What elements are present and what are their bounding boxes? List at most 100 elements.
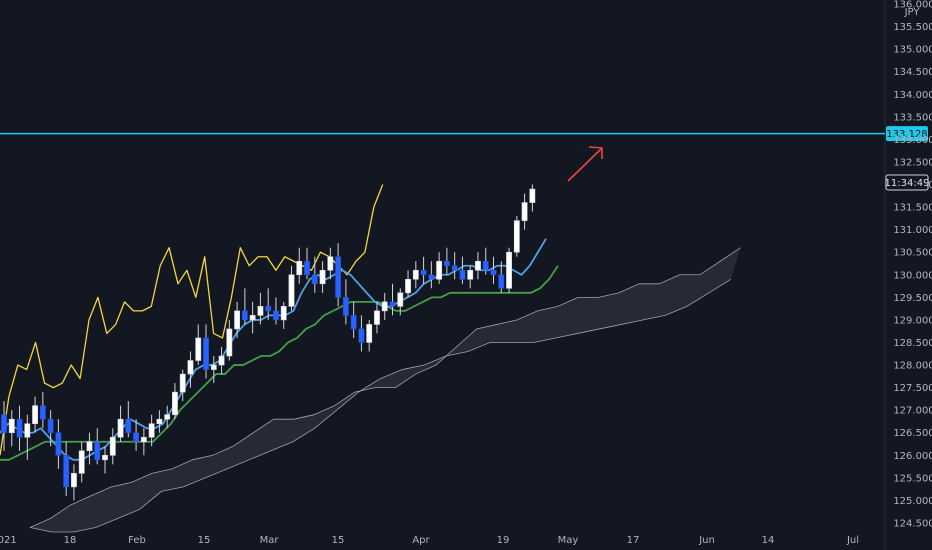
time-tick-label: Jun	[698, 535, 715, 546]
time-tick-label: 2021	[0, 535, 17, 546]
time-axis[interactable]: 2021 18 Feb 15 Mar 15 Apr 19 May 17 Jun 14 Jul	[0, 535, 859, 546]
price-axis[interactable]: 136.000 135.500 135.000 134.500 134.000 133.5…	[893, 0, 932, 530]
candle	[8, 410, 15, 447]
candle	[249, 301, 256, 334]
candle	[296, 247, 303, 284]
price-tick-label: 128.500	[893, 338, 932, 349]
candle-body	[443, 260, 450, 267]
candle-body	[358, 328, 365, 343]
candle	[24, 414, 31, 460]
countdown-badge: 11:34:49	[885, 174, 930, 191]
candle-body	[389, 301, 396, 307]
candle-body	[428, 274, 435, 280]
time-tick-label: Jul	[846, 535, 859, 546]
candle-body	[506, 251, 512, 289]
horizontal-line-label: 133.128	[886, 129, 927, 140]
candle	[335, 243, 342, 307]
countdown-box	[885, 174, 929, 191]
cloud-fill	[30, 247, 741, 533]
candle-body	[420, 269, 427, 276]
candle	[102, 446, 108, 474]
candle-body	[47, 418, 54, 434]
candle-body	[529, 188, 536, 203]
price-tick-label: 135.000	[893, 45, 932, 56]
time-tick-label: 15	[198, 535, 211, 546]
candle	[327, 247, 334, 280]
candle-body	[335, 256, 342, 298]
candle	[459, 256, 466, 284]
price-tick-label: 128.000	[893, 361, 932, 372]
candle-body	[241, 310, 248, 321]
horizontal-line-badge	[886, 126, 928, 142]
time-tick-label: 14	[762, 535, 775, 546]
candle-body	[1, 414, 7, 434]
candle-body	[109, 436, 116, 456]
price-tick-label: 124.500	[893, 519, 932, 530]
trend-arrow[interactable]	[567, 146, 603, 182]
time-tick-label: 19	[497, 535, 510, 546]
candle	[490, 256, 497, 284]
candle-body	[498, 274, 505, 289]
candle	[117, 405, 124, 442]
candle	[140, 428, 147, 456]
candle	[78, 441, 85, 483]
price-tick-label: 127.500	[893, 383, 932, 394]
candle	[195, 324, 202, 366]
candle-body	[164, 414, 171, 420]
candle-body	[280, 306, 287, 321]
candle	[218, 346, 225, 375]
candle	[498, 261, 505, 293]
currency-badge: JPY	[904, 7, 921, 18]
candle	[304, 247, 310, 280]
price-tick-label: 127.000	[893, 406, 932, 417]
candle-body	[172, 391, 178, 415]
candle	[319, 261, 326, 293]
candle	[311, 256, 318, 293]
candle	[397, 288, 404, 316]
candle	[374, 301, 380, 334]
price-tick-label: 126.500	[893, 428, 932, 439]
time-tick-label: Mar	[260, 535, 280, 546]
candle-body	[133, 432, 139, 443]
candle	[148, 414, 155, 447]
candle-body	[475, 260, 481, 271]
price-tick-label: 129.000	[893, 315, 932, 326]
price-tick-label: 125.500	[893, 473, 932, 484]
countdown-text: 11:34:49	[885, 178, 930, 189]
candle	[451, 252, 458, 280]
candle	[389, 283, 396, 316]
candle	[125, 401, 132, 438]
candle-body	[412, 269, 419, 280]
candle	[521, 193, 528, 230]
candle	[358, 315, 365, 352]
price-tick-label: 133.000	[893, 135, 932, 146]
candle	[436, 252, 443, 284]
candle-body	[521, 202, 528, 221]
time-tick-label: Feb	[128, 535, 146, 546]
price-tick-label: 129.500	[893, 293, 932, 304]
candle-body	[397, 292, 404, 307]
cloud-span-a	[29, 247, 741, 528]
kijun-sen	[0, 265, 559, 461]
candle	[172, 383, 178, 420]
price-tick-label: 130.000	[893, 270, 932, 281]
candle-body	[8, 418, 15, 434]
horizontal-line[interactable]: 133.128	[0, 126, 928, 142]
candle-body	[148, 423, 155, 438]
currency-label: JPY	[904, 7, 921, 18]
candle-body	[265, 306, 272, 312]
price-tick-label: 135.500	[893, 22, 932, 33]
candle	[482, 247, 489, 275]
candle-body	[218, 355, 225, 366]
candle	[109, 428, 116, 465]
candle-body	[203, 337, 209, 370]
candle-body	[102, 455, 108, 461]
trend-arrow-head	[588, 146, 603, 159]
candle	[94, 428, 101, 465]
candle-body	[311, 274, 318, 285]
candle-body	[451, 265, 458, 271]
candle	[210, 356, 217, 384]
candle	[47, 410, 54, 447]
candle	[179, 369, 186, 402]
